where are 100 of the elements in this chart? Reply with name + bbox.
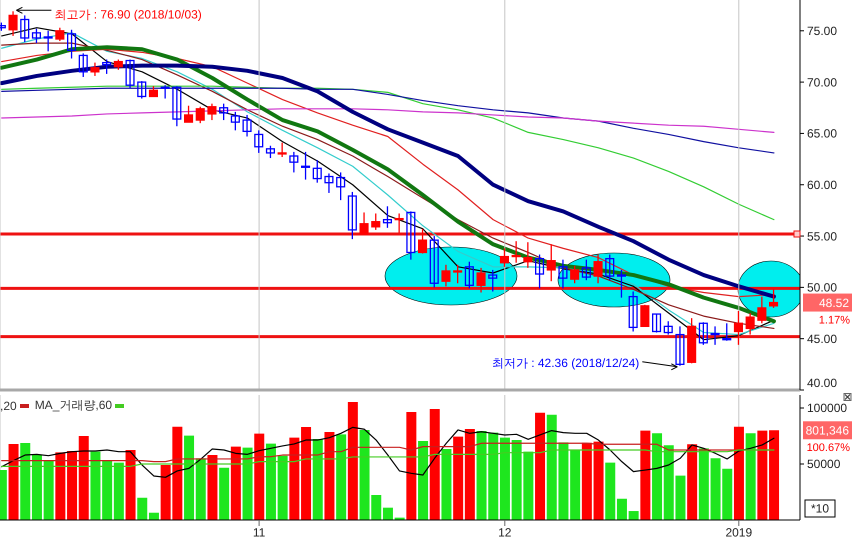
candlestick	[8, 10, 18, 37]
candlestick	[535, 254, 544, 290]
bar	[219, 468, 230, 520]
candlestick	[67, 29, 76, 60]
candlestick	[616, 269, 626, 298]
candlestick	[278, 142, 287, 158]
candlestick	[594, 254, 603, 284]
candlestick	[406, 210, 416, 260]
line-series	[1, 449, 774, 467]
bar	[360, 430, 370, 520]
bar	[535, 412, 546, 520]
candlestick	[441, 264, 450, 287]
bar	[114, 462, 124, 520]
candlestick	[20, 14, 30, 43]
candlestick	[628, 290, 638, 332]
x-tick-label: 2019	[725, 526, 752, 540]
bar	[78, 436, 89, 520]
candlestick	[769, 288, 778, 309]
candlestick	[382, 206, 392, 228]
candlestick	[348, 191, 357, 240]
candlestick	[102, 58, 112, 75]
legend-label: MA_거래량,60	[34, 397, 112, 414]
bar	[172, 426, 182, 520]
bar	[734, 426, 744, 520]
y-tick-label: 100000	[807, 401, 848, 416]
bar	[430, 409, 440, 520]
annotation: 최저가 : 42.36 (2018/12/24)	[492, 356, 640, 370]
bar	[254, 434, 264, 520]
candlestick	[746, 312, 755, 336]
candlestick	[371, 212, 380, 231]
candlestick	[266, 145, 275, 159]
candlestick	[570, 265, 580, 284]
bar	[406, 412, 416, 520]
candlestick	[757, 296, 766, 324]
candlestick	[78, 52, 88, 78]
candlestick	[360, 212, 369, 235]
candlestick	[394, 212, 404, 234]
bar	[160, 465, 171, 520]
candlestick	[126, 58, 135, 89]
candlestick	[219, 103, 228, 121]
candlestick	[512, 240, 521, 264]
y-tick-label: 50.00	[807, 280, 838, 295]
bar	[746, 433, 756, 520]
y-tick-label: 40.00	[807, 376, 838, 390]
candlestick	[430, 235, 439, 288]
bar	[418, 441, 428, 520]
candlestick	[453, 264, 462, 284]
candlestick	[582, 259, 591, 281]
bar	[336, 434, 346, 520]
annotation: 최고가 : 76.90 (2018/10/03)	[54, 7, 202, 22]
y-tick-label: 65.00	[807, 126, 838, 141]
candlestick	[184, 105, 194, 123]
candlestick	[734, 310, 743, 346]
line-series	[1, 88, 774, 154]
candlestick	[640, 304, 650, 328]
bar	[312, 439, 323, 520]
candlestick	[664, 320, 673, 336]
bar	[324, 432, 334, 520]
y-tick-label: 60.00	[807, 178, 838, 192]
x-tick-label: 12	[498, 526, 512, 540]
candlestick	[242, 114, 252, 138]
text: 100.67%	[806, 442, 850, 454]
bar	[687, 444, 698, 520]
candlestick	[652, 313, 662, 334]
candlestick	[675, 326, 684, 366]
bar	[230, 446, 241, 520]
candlestick	[722, 322, 732, 342]
candlestick	[230, 111, 240, 131]
candlestick	[55, 27, 64, 42]
x-tick-label: 11	[252, 526, 266, 540]
bar	[722, 468, 732, 520]
candlestick	[523, 242, 532, 269]
bar	[476, 430, 487, 520]
candlestick	[476, 267, 486, 294]
candlestick	[336, 172, 346, 201]
y-tick-label: 70.00	[807, 75, 838, 90]
candlestick	[312, 159, 322, 184]
candlestick	[488, 269, 498, 292]
candlestick	[44, 30, 53, 52]
candlestick	[32, 28, 41, 44]
bar	[8, 444, 19, 520]
y-tick-label: 55.00	[807, 229, 838, 244]
candlestick	[172, 86, 182, 127]
y-tick-label: 50000	[807, 457, 841, 472]
candlestick	[114, 58, 123, 70]
candlestick	[698, 322, 708, 346]
bar	[126, 450, 136, 520]
candlestick	[546, 244, 556, 282]
candlestick	[605, 254, 614, 281]
y-tick-label: 45.00	[807, 332, 838, 346]
candlestick	[558, 259, 568, 290]
candlestick	[710, 326, 720, 346]
legend-label: ,20	[0, 398, 17, 412]
candlestick	[196, 106, 205, 124]
text: 801,346	[806, 423, 850, 438]
candlestick	[324, 172, 334, 194]
bar	[242, 448, 253, 520]
candlestick	[207, 103, 216, 121]
bar	[453, 436, 464, 520]
candlestick	[254, 130, 264, 154]
